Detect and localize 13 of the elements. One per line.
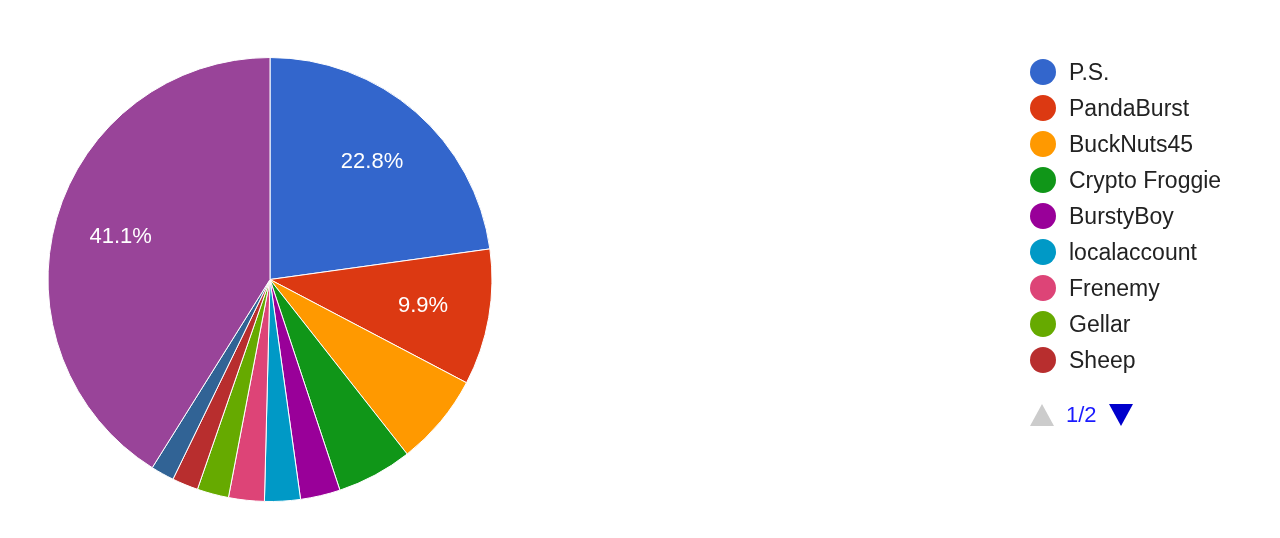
legend-label: Frenemy (1069, 274, 1160, 302)
data-label: 9.9% (398, 292, 449, 318)
legend-label: P.S. (1069, 58, 1110, 86)
data-label: 41.1% (89, 222, 152, 248)
legend-label: localaccount (1069, 238, 1197, 266)
legend-label: Gellar (1069, 310, 1131, 338)
legend-label: BuckNuts45 (1069, 130, 1194, 158)
legend-label: Crypto Froggie (1069, 166, 1222, 194)
legend-label: PandaBurst (1069, 94, 1190, 122)
text: 1/2 (1066, 402, 1097, 428)
data-label: 22.8% (340, 148, 404, 174)
legend-label: BurstyBoy (1069, 202, 1174, 230)
legend-label: Sheep (1069, 346, 1136, 374)
